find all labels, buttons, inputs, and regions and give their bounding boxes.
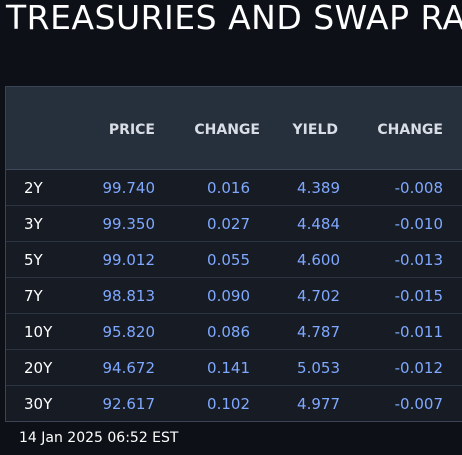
price-change-value: 0.102 [207, 395, 250, 413]
yield-value: 4.389 [297, 179, 340, 197]
price-change-value: 0.055 [207, 251, 250, 269]
price-change-value: 0.016 [207, 179, 250, 197]
table-row: 20Y 94.672 0.141 5.053 -0.012 [6, 350, 462, 386]
table-header: PRICE CHANGE YIELD CHANGE [6, 87, 462, 170]
column-header-yield: YIELD [292, 122, 338, 138]
tenor-label: 30Y [24, 395, 53, 413]
yield-change-value: -0.012 [394, 359, 443, 377]
page-title: TREASURIES AND SWAP RA [6, 0, 462, 37]
price-change-value: 0.086 [207, 323, 250, 341]
table-row: 7Y 98.813 0.090 4.702 -0.015 [6, 278, 462, 314]
table-row: 10Y 95.820 0.086 4.787 -0.011 [6, 314, 462, 350]
price-change-value: 0.090 [207, 287, 250, 305]
yield-value: 4.484 [297, 215, 340, 233]
tenor-label: 3Y [24, 215, 43, 233]
price-change-value: 0.141 [207, 359, 250, 377]
yield-value: 5.053 [297, 359, 340, 377]
column-header-yield-change: CHANGE [377, 122, 443, 138]
tenor-label: 5Y [24, 251, 43, 269]
tenor-label: 10Y [24, 323, 53, 341]
price-value: 99.012 [102, 251, 156, 269]
tenor-label: 7Y [24, 287, 43, 305]
yield-change-value: -0.010 [394, 215, 443, 233]
yield-value: 4.977 [297, 395, 340, 413]
table-row: 30Y 92.617 0.102 4.977 -0.007 [6, 386, 462, 422]
column-header-price: PRICE [108, 122, 155, 138]
price-value: 94.672 [102, 359, 156, 377]
yield-change-value: -0.015 [394, 287, 443, 305]
price-value: 92.617 [102, 395, 156, 413]
table-row: 2Y 99.740 0.016 4.389 -0.008 [6, 170, 462, 206]
price-change-value: 0.027 [207, 215, 250, 233]
yield-value: 4.787 [297, 323, 340, 341]
tenor-label: 20Y [24, 359, 53, 377]
yield-value: 4.702 [297, 287, 340, 305]
table-row: 5Y 99.012 0.055 4.600 -0.013 [6, 242, 462, 278]
price-value: 98.813 [102, 287, 156, 305]
timestamp: 14 Jan 2025 06:52 EST [19, 430, 179, 446]
table-row: 3Y 99.350 0.027 4.484 -0.010 [6, 206, 462, 242]
price-value: 99.350 [102, 215, 156, 233]
yield-change-value: -0.011 [394, 323, 443, 341]
yield-change-value: -0.013 [394, 251, 443, 269]
column-header-price-change: CHANGE [194, 122, 260, 138]
tenor-label: 2Y [24, 179, 43, 197]
yield-value: 4.600 [297, 251, 340, 269]
yield-change-value: -0.007 [394, 395, 443, 413]
yield-change-value: -0.008 [394, 179, 443, 197]
price-value: 99.740 [102, 179, 156, 197]
price-value: 95.820 [102, 323, 156, 341]
rates-table: PRICE CHANGE YIELD CHANGE 2Y 99.740 0.01… [5, 86, 462, 422]
